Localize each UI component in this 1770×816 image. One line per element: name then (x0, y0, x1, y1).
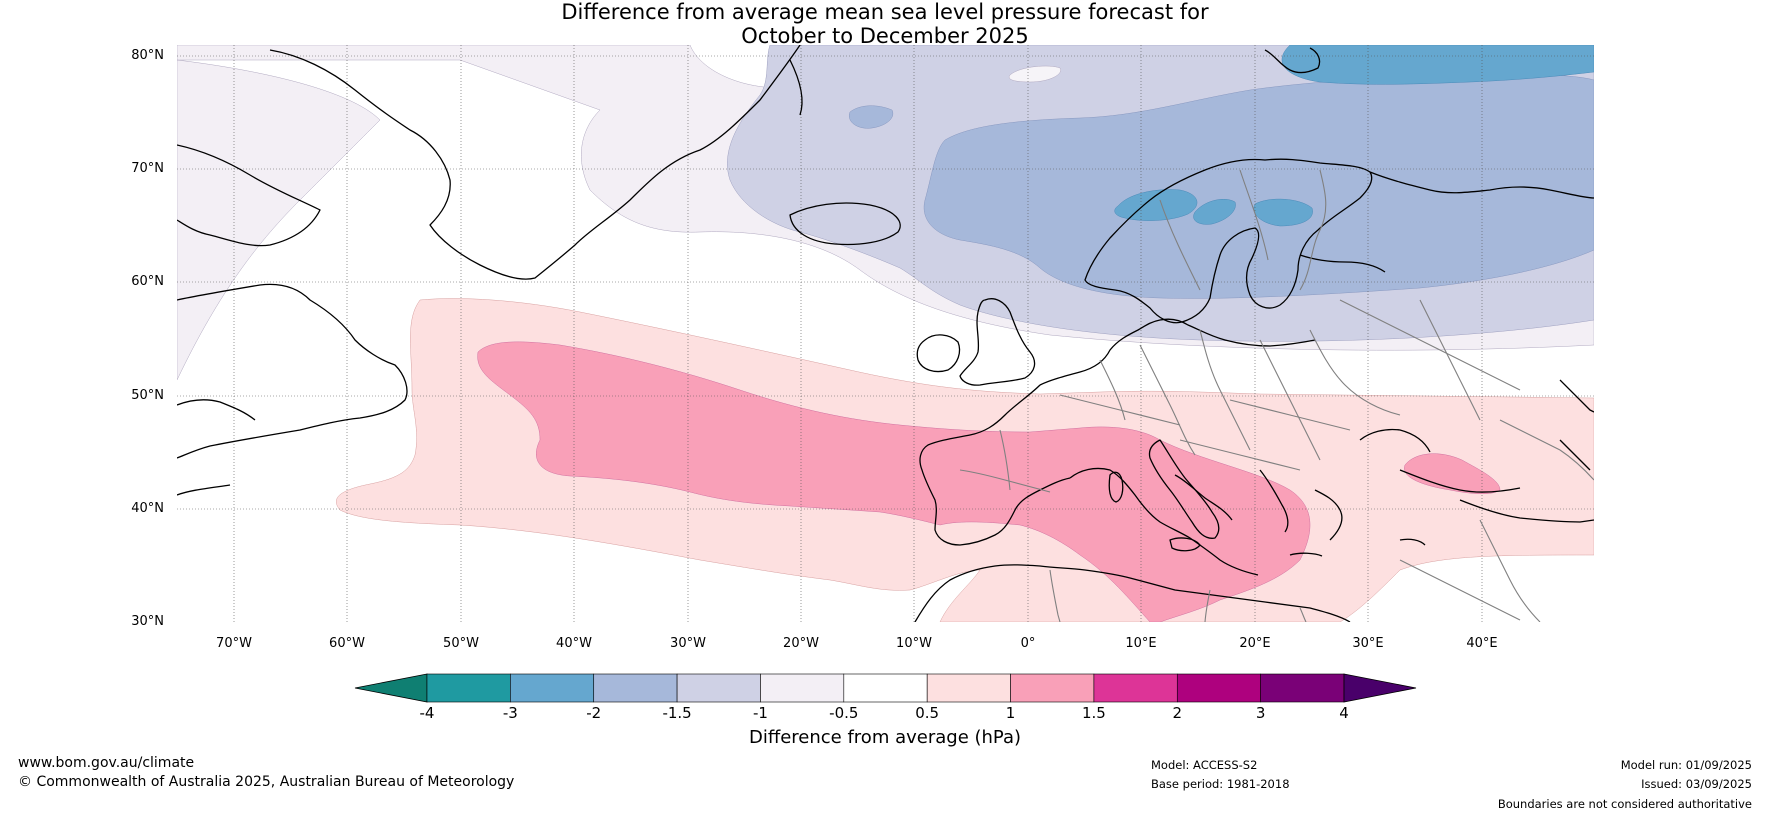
map-fields (177, 45, 1594, 622)
iceland-coast (789, 202, 901, 246)
labrador-coast (177, 283, 408, 459)
lon-label-60w: 60°W (329, 636, 365, 651)
pressure-anomaly-neg-2-patch-c (1253, 198, 1313, 227)
colorbar-tick-label: 2 (1172, 704, 1183, 722)
colorbar-tick-label: 3 (1255, 704, 1266, 722)
colorbar-swatch (1010, 673, 1095, 703)
lon-label-30w: 30°W (670, 636, 706, 651)
colorbar-swatch (676, 673, 761, 703)
graticule (177, 45, 1594, 622)
colorbar-swatch (593, 673, 678, 703)
near-average-patch (1008, 65, 1061, 83)
pressure-anomaly-pos-1-black-sea (1404, 453, 1501, 494)
colorbar-swatch (843, 673, 928, 703)
lat-label-80n: 80°N (131, 48, 164, 63)
issued-text: Issued: 03/09/2025 (1641, 777, 1752, 791)
colorbar-tick-label: 1.5 (1081, 704, 1106, 722)
country-borders (959, 169, 1594, 622)
colorbar-tick-label: -1.5 (662, 704, 692, 722)
lon-label-20e: 20°E (1239, 636, 1271, 651)
north-africa-coast (914, 564, 1351, 622)
greenland-coast (269, 45, 801, 280)
lon-label-10w: 10°W (896, 636, 932, 651)
britain-coast (959, 298, 1036, 386)
colorbar-tick-label: 1 (1005, 704, 1016, 722)
colorbar-extend-min (354, 673, 428, 703)
website-text: www.bom.gov.au/climate (18, 755, 195, 771)
pressure-anomaly-neg-2-north-patch (1281, 45, 1594, 85)
baffin-coast (177, 144, 321, 247)
title-line-1: Difference from average mean sea level p… (561, 0, 1209, 24)
lon-label-70w: 70°W (216, 636, 252, 651)
lon-label-0: 0° (1020, 636, 1036, 651)
svalbard-coast (1264, 47, 1321, 74)
ireland-coast (916, 334, 961, 373)
copyright-text: © Commonwealth of Australia 2025, Austra… (18, 774, 515, 790)
pressure-anomaly-neg-2-patch-b (1193, 199, 1236, 225)
lon-label-20w: 20°W (783, 636, 819, 651)
model-run-text: Model run: 01/09/2025 (1620, 758, 1752, 772)
colorbar-tick-label: -3 (502, 704, 518, 722)
colorbar-swatch (510, 673, 595, 703)
colorbar-swatch (1093, 673, 1178, 703)
lat-label-60n: 60°N (131, 274, 164, 289)
base-period-text: Base period: 1981-2018 (1151, 777, 1290, 791)
colorbar-tick-label: 0.5 (915, 704, 940, 722)
colorbar-label: Difference from average (hPa) (748, 727, 1022, 748)
disclaimer-text: Boundaries are not considered authoritat… (1497, 797, 1752, 811)
colorbar (354, 673, 1417, 703)
italy-coast (1148, 439, 1220, 539)
pressure-anomaly-neg-1-5-patch (848, 105, 894, 129)
lat-label-70n: 70°N (131, 161, 164, 176)
lon-label-50w: 50°W (443, 636, 479, 651)
pressure-anomaly-pos-1-region (477, 341, 1311, 622)
colorbar-tick-label: -1 (752, 704, 768, 722)
colorbar-extend-max (1343, 673, 1417, 703)
title-line-2: October to December 2025 (741, 24, 1029, 48)
lat-label-50n: 50°N (131, 388, 164, 403)
scandinavia-coast (1084, 158, 1373, 324)
colorbar-swatch (926, 673, 1011, 703)
coastlines (177, 45, 1594, 622)
colorbar-tick-label: -2 (586, 704, 602, 722)
lat-label-40n: 40°N (131, 501, 164, 516)
map-title: Difference from average mean sea level p… (0, 0, 1770, 48)
lon-label-40w: 40°W (556, 636, 592, 651)
colorbar-tick-label: -4 (419, 704, 435, 722)
lon-label-30e: 30°E (1352, 636, 1384, 651)
colorbar-swatch (1260, 673, 1345, 703)
colorbar-tick-label: -0.5 (829, 704, 859, 722)
colorbar-tick-label: 4 (1339, 704, 1349, 722)
colorbar-swatch (426, 673, 511, 703)
lon-label-40e: 40°E (1466, 636, 1498, 651)
lat-label-30n: 30°N (131, 614, 164, 629)
colorbar-swatch (760, 673, 845, 703)
model-text: Model: ACCESS-S2 (1151, 758, 1258, 772)
lon-label-10e: 10°E (1125, 636, 1157, 651)
europe-coast (919, 318, 1594, 576)
colorbar-swatch (1176, 673, 1261, 703)
